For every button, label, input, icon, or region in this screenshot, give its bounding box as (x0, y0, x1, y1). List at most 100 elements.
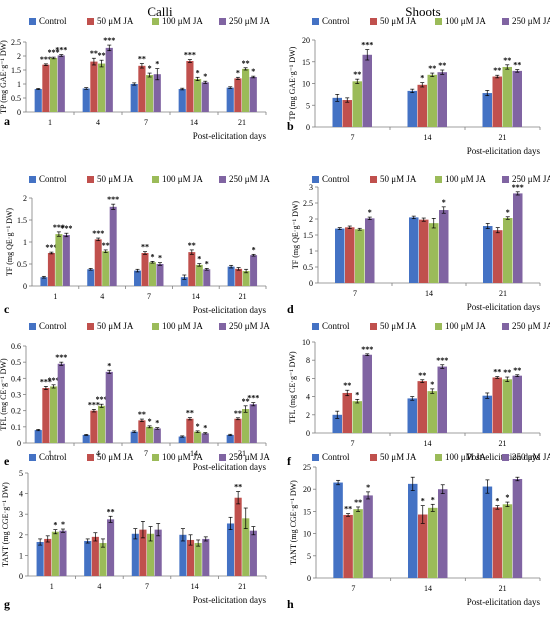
bar (40, 277, 48, 286)
significance-label: * (196, 422, 200, 431)
y-tick-label: 0 (19, 572, 23, 581)
bar (428, 507, 438, 578)
bar (493, 230, 503, 283)
y-axis-label: TFL (mg CE·g⁻¹ DW) (288, 351, 297, 424)
bar (242, 271, 250, 286)
x-tick-label: 7 (147, 292, 151, 301)
legend: Control 50 μM JA 100 μM JA 250 μM JA (29, 16, 270, 26)
bar (147, 533, 155, 576)
legend-swatch (312, 18, 319, 25)
significance-label: *** (40, 55, 52, 64)
x-tick-label: 4 (97, 582, 101, 591)
x-tick-label: 7 (144, 118, 148, 127)
significance-label: *** (512, 183, 524, 192)
bar (130, 431, 138, 443)
bar (482, 93, 492, 127)
significance-label: *** (361, 41, 373, 50)
legend-label: 250 μM JA (512, 16, 550, 26)
x-tick-label: 14 (190, 449, 198, 458)
bar (439, 210, 449, 283)
y-tick-label: 1 (19, 551, 23, 560)
y-tick-label: 15 (303, 507, 311, 516)
bar (226, 87, 234, 112)
bar (332, 414, 342, 433)
y-tick-label: 0.5 (303, 263, 313, 272)
bar (42, 64, 50, 112)
legend-label: Control (322, 174, 350, 184)
y-axis-label: TF (mg QE·g⁻¹ DW) (291, 201, 300, 270)
legend-label: 50 μM JA (380, 16, 417, 26)
panel-g: Control 50 μM JA 100 μM JA 250 μM JA 0 1 2 3 4 5T… (1, 452, 270, 611)
significance-label: * (148, 64, 152, 73)
legend-label: 100 μM JA (445, 174, 486, 184)
bar (345, 227, 355, 283)
legend-swatch (435, 323, 442, 330)
x-tick-label: 14 (190, 118, 198, 127)
panel-letter: d (287, 302, 294, 316)
bar (513, 193, 523, 283)
significance-label: * (251, 67, 255, 76)
bar (226, 434, 234, 443)
bar (84, 540, 92, 576)
y-tick-label: 2 (306, 411, 310, 420)
y-tick-label: 8 (306, 356, 310, 365)
significance-label: * (155, 60, 159, 69)
significance-label: ** (188, 241, 196, 250)
legend-swatch (29, 454, 36, 461)
x-tick-label: 7 (351, 133, 355, 142)
legend-swatch (29, 18, 36, 25)
bar (146, 426, 154, 443)
legend-label: 50 μM JA (97, 452, 134, 462)
bar (178, 89, 186, 112)
bar (105, 371, 113, 443)
y-tick-label: 0 (307, 574, 311, 583)
bar (407, 90, 417, 127)
y-tick-label: 1.5 (11, 66, 21, 75)
panel-d: Control 50 μM JA 100 μM JA 250 μM JA 0 0.5 1 1.… (287, 174, 550, 316)
legend-label: 50 μM JA (97, 174, 134, 184)
bar (186, 539, 195, 576)
significance-label: ** (428, 64, 436, 73)
significance-label: * (442, 198, 446, 207)
bar (352, 81, 362, 127)
x-axis-label: Post-elicitation days (467, 597, 541, 607)
bar (94, 239, 102, 286)
bar (362, 54, 372, 127)
legend-swatch (502, 323, 509, 330)
y-tick-label: 10 (302, 338, 310, 347)
significance-label: * (236, 68, 240, 77)
bar (178, 436, 186, 443)
x-tick-label: 21 (239, 292, 247, 301)
significance-label: *** (184, 51, 196, 60)
bar (407, 398, 417, 433)
significance-label: *** (92, 229, 104, 238)
significance-label: ** (102, 241, 110, 250)
x-tick-label: 21 (238, 449, 246, 458)
bar (186, 61, 194, 112)
x-tick-label: 21 (238, 118, 246, 127)
x-tick-label: 1 (48, 449, 52, 458)
y-tick-label: 0 (306, 429, 310, 438)
bar (154, 529, 162, 576)
bar (194, 431, 202, 443)
legend: Control 50 μM JA 100 μM JA 250 μM JA (29, 174, 270, 184)
significance-label: * (355, 390, 359, 399)
legend-swatch (370, 323, 377, 330)
significance-label: *** (107, 195, 119, 204)
x-tick-label: 1 (48, 118, 52, 127)
bar (195, 264, 203, 286)
bar (202, 538, 210, 576)
legend-label: Control (322, 452, 350, 462)
bar (203, 269, 211, 286)
legend-label: 50 μM JA (380, 321, 417, 331)
x-tick-label: 14 (191, 582, 199, 591)
y-axis-label: TP (mg GAE·g⁻¹ DW) (288, 46, 297, 120)
bar (55, 234, 63, 286)
bar (146, 75, 154, 112)
panel-b: Control 50 μM JA 100 μM JA 250 μM JA 0 5 10 15 2… (287, 16, 550, 156)
significance-label: * (61, 520, 65, 529)
x-tick-label: 14 (424, 133, 432, 142)
bar (109, 206, 117, 286)
y-tick-label: 20 (303, 485, 311, 494)
y-tick-label: 0.3 (11, 391, 21, 400)
